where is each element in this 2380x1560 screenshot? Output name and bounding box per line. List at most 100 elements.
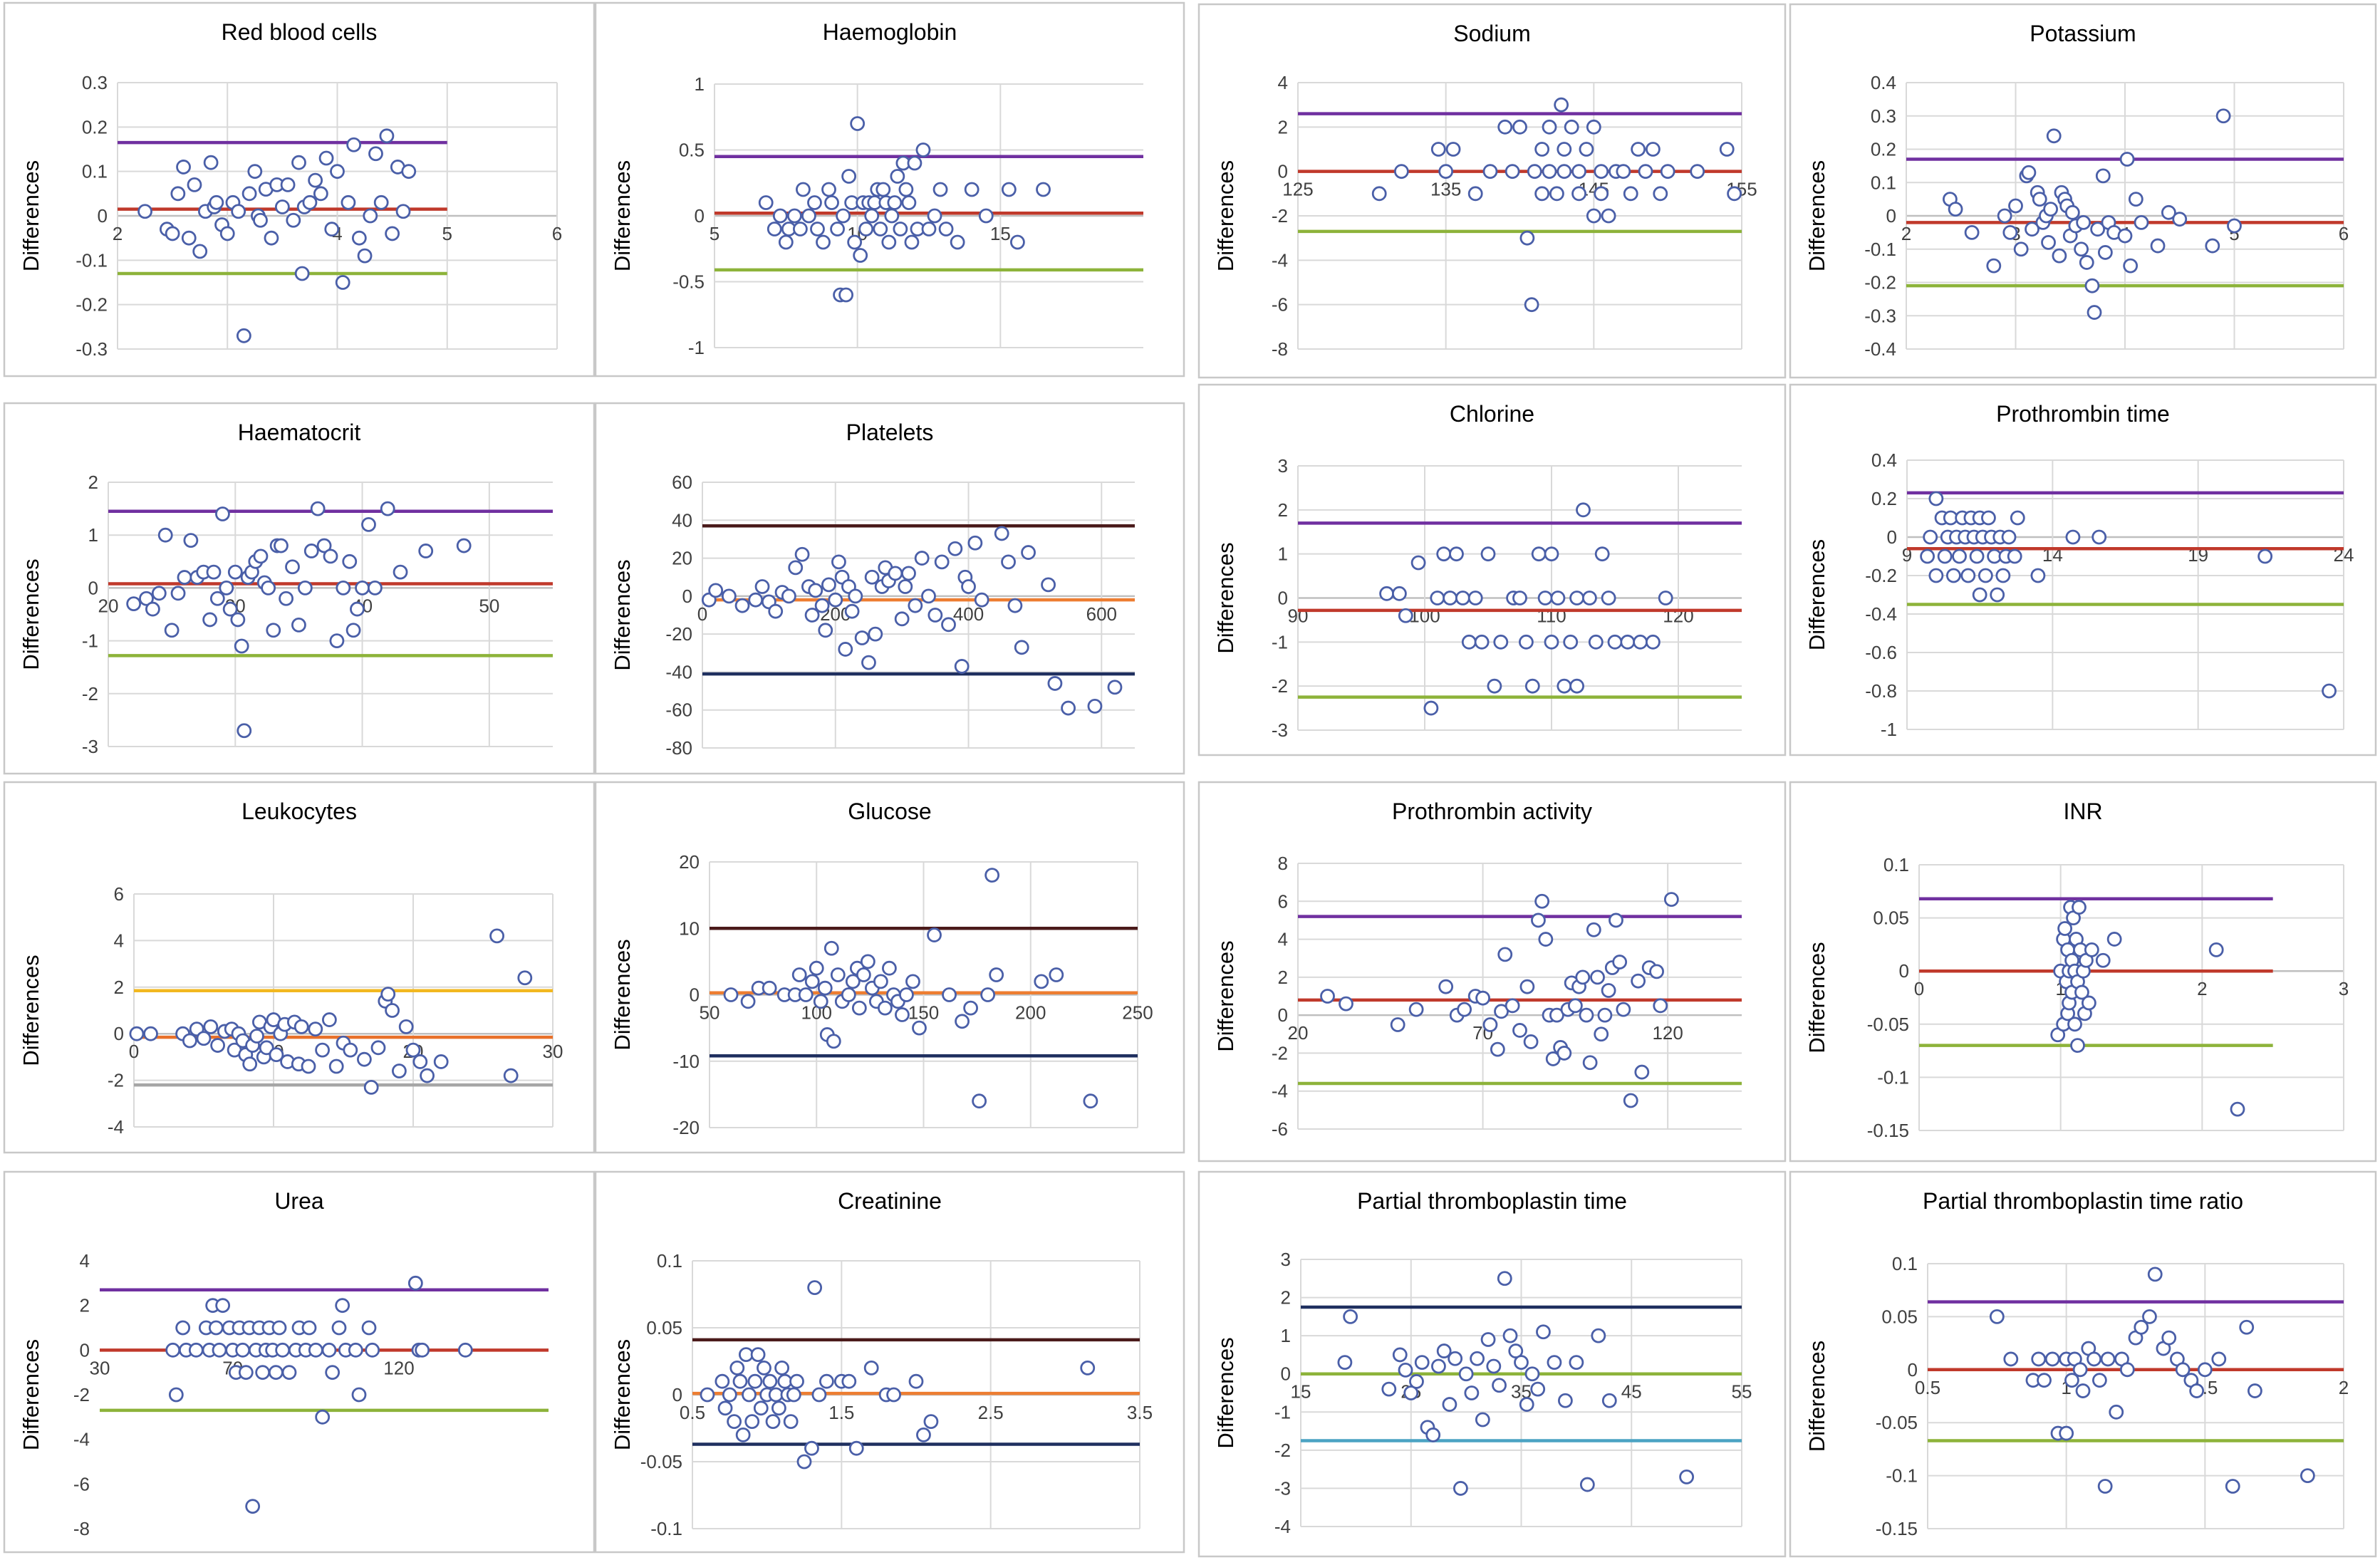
data-point xyxy=(1398,608,1413,623)
y-axis-label: Differences xyxy=(610,160,635,271)
data-point xyxy=(318,150,334,166)
y-axis-label: Differences xyxy=(1804,539,1829,650)
data-point xyxy=(955,1014,970,1029)
data-point xyxy=(1719,142,1735,157)
data-point xyxy=(794,546,810,562)
data-point xyxy=(1616,1002,1631,1017)
data-point xyxy=(1557,1393,1573,1408)
data-point xyxy=(235,1342,251,1358)
x-tick-label: 2 xyxy=(2197,978,2207,999)
x-tick-label: 45 xyxy=(1621,1381,1642,1403)
data-point xyxy=(734,598,750,613)
data-point xyxy=(2013,241,2029,257)
chart-panel: PlateletsDifferences-80-60-40-2002040600… xyxy=(594,402,1185,775)
data-point xyxy=(343,1042,358,1058)
data-point xyxy=(1536,1324,1551,1340)
data-point xyxy=(2031,1351,2047,1367)
y-tick-label: -0.6 xyxy=(1865,642,1897,663)
data-point xyxy=(904,234,920,250)
x-tick-label: 100 xyxy=(1409,605,1440,627)
data-point xyxy=(1414,1355,1430,1371)
y-axis-label: Differences xyxy=(1213,1337,1238,1448)
data-point xyxy=(433,1054,449,1069)
y-tick-label: -1 xyxy=(1272,631,1288,652)
y-tick-label: -8 xyxy=(1272,338,1288,360)
chart-panel: Potassium Differences -0.4 -0.3 -0.2 -0.1 0 0.1… xyxy=(1789,3,2377,379)
panel-frame xyxy=(1197,781,1787,1163)
data-point xyxy=(2043,202,2059,217)
y-tick-label: -6 xyxy=(1272,294,1288,316)
panel-frame xyxy=(1197,3,1787,379)
data-point xyxy=(772,208,788,224)
y-tick-label: -0.4 xyxy=(1865,603,1897,625)
data-point xyxy=(1920,548,1935,564)
data-point xyxy=(401,164,417,180)
y-tick-label: 2 xyxy=(1278,967,1288,988)
y-tick-label: -20 xyxy=(672,1117,700,1138)
data-point xyxy=(208,1320,224,1336)
data-point xyxy=(247,164,263,180)
data-point xyxy=(801,208,816,224)
data-point xyxy=(898,579,913,594)
data-point xyxy=(363,1080,379,1095)
data-point xyxy=(1010,234,1025,250)
data-point xyxy=(850,116,866,131)
y-tick-label: 1 xyxy=(695,73,705,95)
data-point xyxy=(182,1033,197,1049)
data-point xyxy=(1594,1026,1609,1042)
data-point xyxy=(1571,186,1586,202)
y-tick-label: 1 xyxy=(88,524,98,546)
data-point xyxy=(335,275,350,290)
y-tick-label: 4 xyxy=(80,1250,90,1272)
x-tick-label: 6 xyxy=(2339,223,2349,244)
y-tick-label: -1 xyxy=(1274,1401,1291,1423)
y-tick-label: 2 xyxy=(1278,499,1288,521)
data-point xyxy=(851,1000,867,1016)
data-point xyxy=(1453,1481,1468,1496)
data-point xyxy=(1537,591,1553,605)
data-point xyxy=(291,155,306,170)
data-point xyxy=(2119,1362,2135,1378)
data-point xyxy=(1392,1347,1408,1363)
data-point xyxy=(1475,1412,1490,1428)
data-point xyxy=(771,1400,786,1416)
y-tick-label: -10 xyxy=(672,1051,700,1072)
data-point xyxy=(1467,186,1483,202)
y-tick-label: -2 xyxy=(108,1070,124,1091)
data-point xyxy=(823,940,839,956)
y-tick-label: -0.3 xyxy=(1864,305,1896,326)
data-point xyxy=(274,199,290,214)
data-point xyxy=(2239,1319,2255,1335)
data-point xyxy=(791,967,807,982)
data-point xyxy=(2046,128,2062,144)
data-point xyxy=(215,1298,231,1314)
data-point xyxy=(1534,893,1550,909)
data-point xyxy=(373,194,389,210)
chart-title: Chlorine xyxy=(1450,401,1534,427)
data-point xyxy=(1612,955,1628,969)
data-point xyxy=(164,623,180,638)
x-tick-label: 3.5 xyxy=(1127,1402,1153,1423)
data-point xyxy=(1601,591,1616,605)
data-point xyxy=(809,960,824,976)
y-axis-label: Differences xyxy=(1213,940,1238,1051)
data-point xyxy=(236,328,251,343)
chart-title: Prothrombin activity xyxy=(1392,799,1592,824)
data-point xyxy=(838,287,854,303)
data-point xyxy=(2257,548,2273,564)
data-point xyxy=(1649,964,1664,979)
data-point xyxy=(268,1365,284,1380)
data-point xyxy=(858,222,874,236)
y-tick-label: 40 xyxy=(672,509,692,531)
data-point xyxy=(1001,554,1016,570)
data-point xyxy=(1601,208,1616,224)
data-point xyxy=(313,186,328,202)
data-point xyxy=(1542,164,1557,180)
y-tick-label: 0.3 xyxy=(82,72,108,93)
y-tick-label: -6 xyxy=(1272,1118,1288,1140)
y-tick-label: -4 xyxy=(1272,1081,1288,1102)
y-tick-label: -0.1 xyxy=(76,249,108,271)
data-point xyxy=(331,1320,347,1336)
data-point xyxy=(2161,1330,2177,1346)
